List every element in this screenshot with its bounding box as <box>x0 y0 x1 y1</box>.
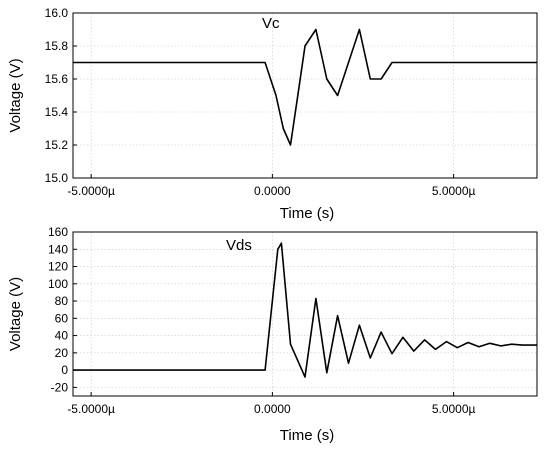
panel-label: Vc <box>262 15 280 32</box>
y-tick-label: 40 <box>55 329 69 343</box>
plot-frame <box>72 12 538 179</box>
series-line <box>73 28 537 146</box>
y-tick-label: 60 <box>55 311 69 325</box>
series-line <box>73 242 537 378</box>
y-tick-label: 15.4 <box>45 105 69 119</box>
x-axis-title: Time (s) <box>280 427 334 444</box>
y-axis-title: Voltage (V) <box>7 277 24 351</box>
y-tick-label: -20 <box>51 380 69 394</box>
vc-panel: 15.0 15.2 15.4 15.6 15.8 16.0 -5.0000µ 0.0000 5.… <box>7 6 538 222</box>
x-tick-label: -5.0000µ <box>67 184 115 198</box>
x-tick-label: 0.0000 <box>254 184 291 198</box>
y-tick-label: 0 <box>61 363 68 377</box>
y-tick-label: 15.8 <box>45 39 69 53</box>
y-tick-label: 20 <box>55 346 69 360</box>
y-tick-label: 100 <box>48 277 68 291</box>
y-tick-label: 160 <box>48 225 68 239</box>
plot-frame <box>72 231 538 397</box>
vds-panel: -20 0 20 40 60 80 100 120 140 160 -5.0000µ 0.0000 5.… <box>7 225 538 444</box>
x-tick-label: 5.0000µ <box>432 184 476 198</box>
y-tick-label: 120 <box>48 260 68 274</box>
x-tick-label: 0.0000 <box>254 402 291 416</box>
x-tick-label: -5.0000µ <box>67 402 115 416</box>
x-tick-label: 5.0000µ <box>432 402 476 416</box>
y-tick-label: 15.6 <box>45 72 69 86</box>
panel-label: Vds <box>226 237 252 254</box>
y-tick-label: 16.0 <box>45 6 69 20</box>
y-tick-label: 80 <box>55 294 69 308</box>
y-tick-label: 15.2 <box>45 138 69 152</box>
x-axis-title: Time (s) <box>280 205 334 222</box>
y-tick-label: 140 <box>48 242 68 256</box>
y-tick-label: 15.0 <box>45 171 69 185</box>
y-axis-title: Voltage (V) <box>7 58 24 132</box>
